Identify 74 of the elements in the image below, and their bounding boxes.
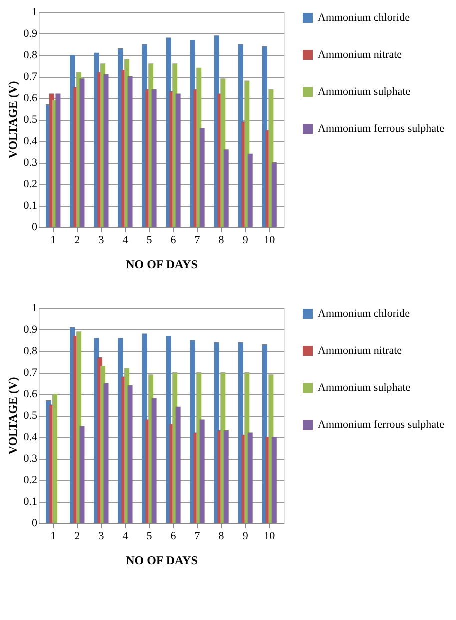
legend-label: Ammonium nitrate (318, 345, 402, 357)
bar (80, 426, 85, 523)
x-tick-label: 5 (146, 530, 153, 542)
y-tick-label: 0.1 (24, 496, 38, 508)
y-tick-label: 0.1 (24, 200, 38, 212)
y-axis-title: VOLTAGE (V) (6, 81, 20, 159)
bar (104, 383, 109, 523)
bar (128, 385, 133, 523)
y-tick-label: 0 (32, 222, 38, 234)
y-tick-label: 0.9 (24, 324, 38, 336)
bar (176, 406, 181, 523)
y-tick-label: 1 (32, 6, 38, 18)
legend-label: Ammonium sulphate (318, 382, 411, 394)
y-tick-label: 0.7 (24, 71, 38, 83)
legend-label: Ammonium chloride (318, 12, 410, 24)
y-tick-label: 0.8 (24, 346, 38, 358)
x-tick-label: 1 (50, 530, 56, 542)
x-tick-label: 8 (218, 234, 225, 246)
x-tick-label: 6 (170, 234, 177, 246)
y-tick-label: 0.5 (24, 410, 38, 422)
x-tick-label: 3 (98, 234, 105, 246)
x-tick-label: 6 (170, 530, 177, 542)
x-tick-label: 1 (50, 234, 56, 246)
y-axis-title: VOLTAGE (V) (6, 377, 20, 455)
bar (80, 78, 85, 227)
bar (248, 154, 253, 227)
x-axis-title: NO OF DAYS (126, 258, 198, 272)
bar (224, 150, 229, 227)
legend-label: Ammonium nitrate (318, 49, 402, 61)
x-tick-label: 3 (98, 530, 105, 542)
y-tick-label: 0 (32, 518, 38, 530)
bar (248, 432, 253, 523)
bar (272, 437, 277, 523)
bar (104, 74, 109, 227)
y-tick-label: 0.2 (24, 178, 38, 190)
x-tick-label: 9 (242, 234, 249, 246)
bar (152, 89, 157, 227)
x-tick-label: 8 (218, 530, 225, 542)
x-tick-label: 4 (122, 530, 129, 542)
bar (152, 398, 157, 523)
x-tick-label: 7 (194, 530, 201, 542)
bar (176, 94, 181, 227)
x-tick-label: 2 (74, 530, 80, 542)
x-tick-label: 5 (146, 234, 153, 246)
bar (56, 94, 61, 227)
bar (128, 76, 133, 227)
y-tick-label: 0.2 (24, 474, 38, 486)
y-tick-label: 0.6 (24, 92, 38, 104)
bar (200, 420, 205, 523)
y-tick-label: 0.6 (24, 388, 38, 400)
x-axis-title: NO OF DAYS (126, 554, 198, 568)
y-tick-label: 0.3 (24, 157, 38, 169)
bar (224, 430, 229, 523)
y-tick-label: 0.9 (24, 28, 38, 40)
y-tick-label: 1 (32, 302, 38, 314)
bar (52, 394, 58, 523)
y-tick-label: 0.4 (24, 432, 38, 444)
y-tick-label: 0.8 (24, 50, 38, 62)
legend-label: Ammonium chloride (318, 308, 410, 320)
x-tick-label: 7 (194, 234, 201, 246)
bar (272, 162, 277, 227)
y-tick-label: 0.7 (24, 367, 38, 379)
y-tick-label: 0.5 (24, 114, 38, 126)
y-tick-label: 0.3 (24, 453, 38, 465)
x-tick-label: 9 (242, 530, 249, 542)
legend-label: Ammonium sulphate (318, 86, 411, 98)
x-tick-label: 10 (264, 234, 276, 246)
x-tick-label: 4 (122, 234, 129, 246)
bar (200, 128, 205, 227)
x-tick-label: 2 (74, 234, 80, 246)
x-tick-label: 10 (264, 530, 276, 542)
y-tick-label: 0.4 (24, 136, 38, 148)
legend-label: Ammonium ferrous sulphate (318, 419, 445, 431)
legend-label: Ammonium ferrous sulphate (318, 123, 445, 135)
